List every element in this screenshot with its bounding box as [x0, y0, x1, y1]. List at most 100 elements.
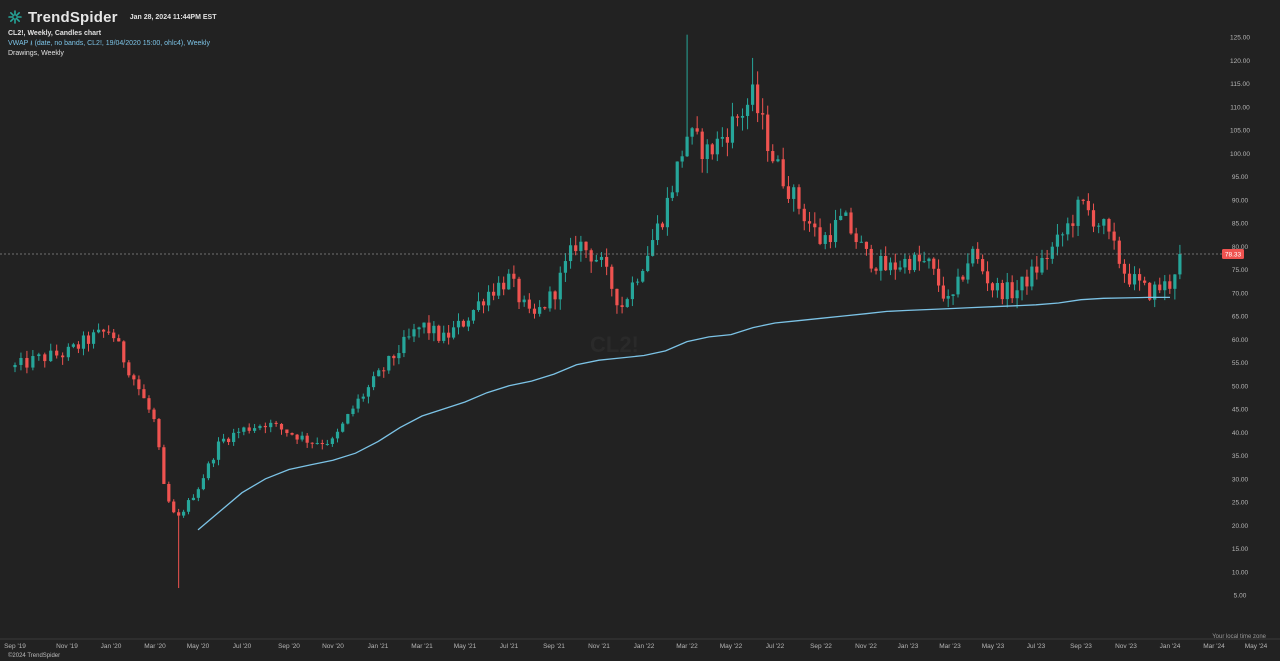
candle-body: [76, 344, 81, 349]
candle-body: [295, 434, 299, 440]
candle-body: [55, 350, 59, 356]
candle-body: [665, 197, 669, 228]
candle-body: [361, 396, 365, 399]
y-tick-label: 110.00: [1230, 104, 1250, 111]
candle: [437, 324, 441, 343]
candle: [216, 437, 221, 466]
candle: [660, 221, 665, 230]
candle-body: [740, 115, 745, 118]
candle: [1081, 198, 1085, 205]
y-tick-label: 115.00: [1230, 81, 1250, 88]
candle-body: [854, 233, 858, 243]
candle: [117, 334, 121, 342]
y-tick-label: 85.00: [1232, 221, 1249, 228]
candle: [745, 98, 750, 130]
candle-body: [1045, 257, 1049, 259]
candle-body: [532, 308, 537, 314]
candle-body: [893, 262, 897, 270]
x-tick-label: Mar '20: [144, 643, 166, 650]
candle-body: [660, 223, 665, 228]
x-tick-label: May '24: [1245, 643, 1268, 650]
candle-body: [167, 483, 171, 502]
candle-body: [442, 332, 446, 341]
candle: [589, 248, 593, 273]
candle-body: [985, 271, 990, 284]
candle: [605, 248, 609, 276]
x-tick-label: Jan '23: [898, 643, 919, 650]
candle: [247, 423, 251, 434]
candle-body: [869, 248, 873, 269]
candle-body: [710, 144, 714, 155]
candle-body: [715, 138, 719, 155]
candle: [700, 128, 704, 173]
candle: [912, 252, 917, 273]
candle: [356, 394, 360, 413]
candle: [211, 458, 216, 468]
candle-body: [127, 362, 131, 376]
candle: [620, 296, 624, 314]
candle: [310, 442, 314, 449]
candle-body: [461, 320, 466, 327]
candle-body: [807, 221, 812, 224]
y-tick-label: 70.00: [1232, 290, 1249, 297]
candle: [107, 325, 111, 335]
drawings-label[interactable]: Drawings, Weekly: [8, 50, 64, 57]
candle-body: [651, 240, 655, 256]
candle: [402, 330, 406, 358]
candle: [361, 393, 365, 402]
candle-body: [172, 501, 176, 513]
x-tick-label: Jul '20: [233, 643, 252, 650]
candle: [917, 245, 921, 271]
candle-body: [584, 241, 588, 251]
x-tick-label: Sep '22: [810, 643, 832, 650]
candle: [91, 329, 96, 349]
candle: [377, 368, 381, 377]
candle-body: [538, 307, 542, 314]
candle-body: [543, 307, 547, 309]
candle: [71, 342, 75, 349]
vwap-indicator-label[interactable]: VWAP ⭳ (date, no bands, CL2!, 19/04/2020…: [8, 40, 210, 47]
candle-body: [37, 354, 41, 357]
x-tick-label: Jul '22: [766, 643, 785, 650]
candle-body: [625, 299, 629, 307]
candle: [177, 508, 181, 589]
candle: [232, 428, 236, 446]
candle-body: [19, 357, 23, 365]
candle: [392, 354, 396, 366]
candle: [447, 325, 451, 345]
candle-body: [226, 438, 231, 443]
chart-title[interactable]: CL2!, Weekly, Candles chart: [8, 30, 102, 37]
candle: [1143, 276, 1147, 286]
candle-body: [615, 288, 619, 306]
candle-body: [888, 262, 893, 271]
candle: [397, 344, 401, 365]
candle-body: [91, 332, 96, 344]
candle-body: [232, 432, 236, 443]
candle-body: [263, 425, 267, 428]
x-tick-label: Nov '19: [56, 643, 78, 650]
candle: [951, 294, 955, 305]
candle-body: [377, 370, 381, 377]
candle: [290, 432, 294, 436]
candle: [76, 341, 81, 354]
candle: [167, 481, 171, 503]
candle: [705, 139, 709, 174]
candle-body: [216, 441, 221, 460]
candle: [1097, 223, 1101, 234]
candle: [1010, 275, 1014, 304]
candle: [522, 295, 526, 307]
candle: [818, 218, 822, 246]
candle-body: [1158, 284, 1162, 291]
candle: [19, 352, 23, 371]
timezone-label[interactable]: Your local time zone: [1212, 634, 1266, 640]
candle-body: [397, 353, 401, 359]
candle-body: [382, 370, 386, 372]
candle: [61, 352, 65, 365]
candle-body: [1112, 231, 1116, 241]
candle-body: [874, 268, 878, 271]
candle-body: [237, 431, 241, 433]
last-price-value: 78.33: [1225, 252, 1242, 259]
candle: [157, 417, 161, 450]
